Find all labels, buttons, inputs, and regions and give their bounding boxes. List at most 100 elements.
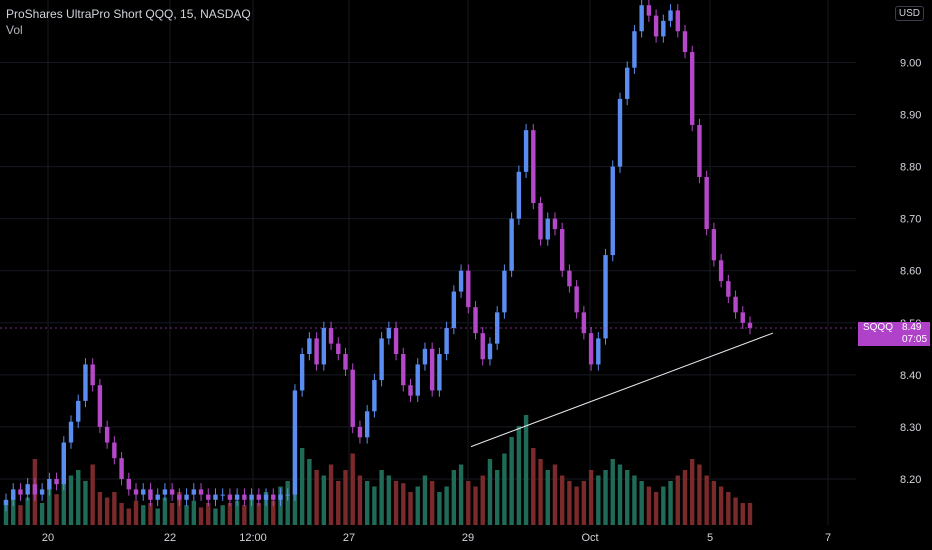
candle-body — [466, 270, 471, 308]
volume-bar — [625, 470, 630, 525]
volume-bar — [502, 453, 507, 525]
y-tick-label: 8.90 — [900, 110, 921, 122]
volume-bar — [18, 505, 23, 525]
volume-bar — [148, 503, 153, 525]
currency-button[interactable]: USD — [894, 6, 924, 21]
volume-bar — [466, 481, 471, 525]
candle-body — [733, 296, 738, 313]
volume-bar — [11, 492, 16, 525]
volume-bar — [357, 475, 363, 525]
x-axis[interactable]: 20 22 12:00 27 29 Oct 5 7 — [42, 532, 831, 544]
volume-bar — [191, 500, 197, 525]
candle-body — [148, 489, 153, 500]
volume-bar — [68, 475, 74, 525]
symbol-title[interactable]: ProShares UltraPro Short QQQ, 15, NASDAQ — [6, 7, 251, 21]
volume-bar — [234, 500, 240, 525]
volume-bar — [473, 486, 478, 525]
candle-body — [90, 364, 95, 386]
candle-body — [509, 218, 514, 271]
candle-body — [278, 494, 283, 500]
volume-bar — [141, 505, 146, 525]
candle-body — [169, 489, 175, 495]
volume-bar — [487, 459, 493, 525]
candle-body — [494, 312, 500, 344]
volume-bar — [661, 486, 666, 525]
candle-body — [155, 494, 160, 500]
candle-body — [271, 494, 276, 500]
volume-bar — [242, 505, 247, 525]
volume-bar — [437, 492, 442, 525]
candle-body — [206, 494, 211, 500]
candle-body — [104, 426, 110, 443]
volume-bar — [364, 481, 370, 525]
volume-bar — [697, 464, 702, 525]
volume-bar — [718, 486, 724, 525]
volume-bar — [83, 481, 88, 525]
candle-body — [415, 364, 420, 396]
y-tick-label: 8.20 — [900, 474, 921, 486]
candle-body — [487, 343, 493, 360]
candle-body — [133, 489, 139, 495]
volume-bar — [552, 464, 558, 525]
candle-body — [3, 499, 9, 505]
candle-body — [726, 281, 731, 297]
volume-bar — [307, 459, 312, 525]
candle-body — [61, 442, 66, 485]
candle-body — [379, 338, 384, 381]
volume-bar — [422, 475, 428, 525]
volume-indicator-label[interactable]: Vol — [6, 23, 23, 37]
candle-body — [336, 343, 341, 355]
volume-bar — [639, 481, 644, 525]
candle-body — [545, 218, 550, 240]
volume-bar — [596, 475, 601, 525]
volume-bar — [227, 503, 233, 525]
candle-body — [690, 52, 695, 125]
volume-bar — [3, 500, 9, 525]
volume-bar — [169, 503, 175, 525]
volume-bar — [408, 492, 413, 525]
volume-bar — [509, 437, 514, 525]
candle-body — [697, 124, 702, 178]
volume-bar — [112, 492, 117, 525]
volume-bar — [155, 508, 160, 525]
volume-bar — [458, 464, 464, 525]
volume-bar — [104, 497, 110, 525]
candle-body — [357, 426, 363, 438]
y-tick-label: 8.30 — [900, 422, 921, 434]
price-label-value: 8.49 — [902, 321, 922, 333]
candle-body — [11, 489, 16, 500]
x-tick-label: 5 — [707, 532, 713, 544]
x-tick-label: 22 — [164, 532, 176, 544]
volume-bar — [47, 486, 52, 525]
volume-bar — [386, 475, 392, 525]
volume-bar — [574, 486, 579, 525]
volume-bar — [39, 503, 45, 525]
trendline[interactable] — [470, 332, 774, 448]
candle-body — [97, 385, 103, 427]
candle-body — [343, 354, 348, 370]
volume-bar — [415, 486, 420, 525]
candle-body — [184, 494, 189, 500]
volume-bar — [516, 426, 522, 525]
volume-bar — [653, 492, 659, 525]
price-label-countdown: 07:05 — [902, 333, 928, 345]
candle-body — [559, 229, 565, 271]
volume-bar — [76, 470, 81, 525]
volume-bar — [632, 475, 637, 525]
volume-bar — [90, 464, 95, 525]
candle-body — [141, 489, 146, 495]
candle-body — [177, 494, 182, 500]
candle-body — [292, 390, 298, 495]
volume-bar — [610, 459, 615, 525]
volume-bar — [480, 475, 485, 525]
y-axis[interactable]: 9.008.908.808.708.608.508.408.308.20 — [900, 57, 921, 485]
candle-body — [213, 494, 218, 500]
candle-body — [473, 307, 478, 334]
volume-bar — [393, 481, 399, 525]
volume-bar — [184, 505, 189, 525]
candle-body — [632, 31, 637, 68]
price-label-symbol: SQQQ — [862, 321, 893, 333]
volume-bar — [372, 486, 377, 525]
volume-bar — [54, 494, 59, 525]
